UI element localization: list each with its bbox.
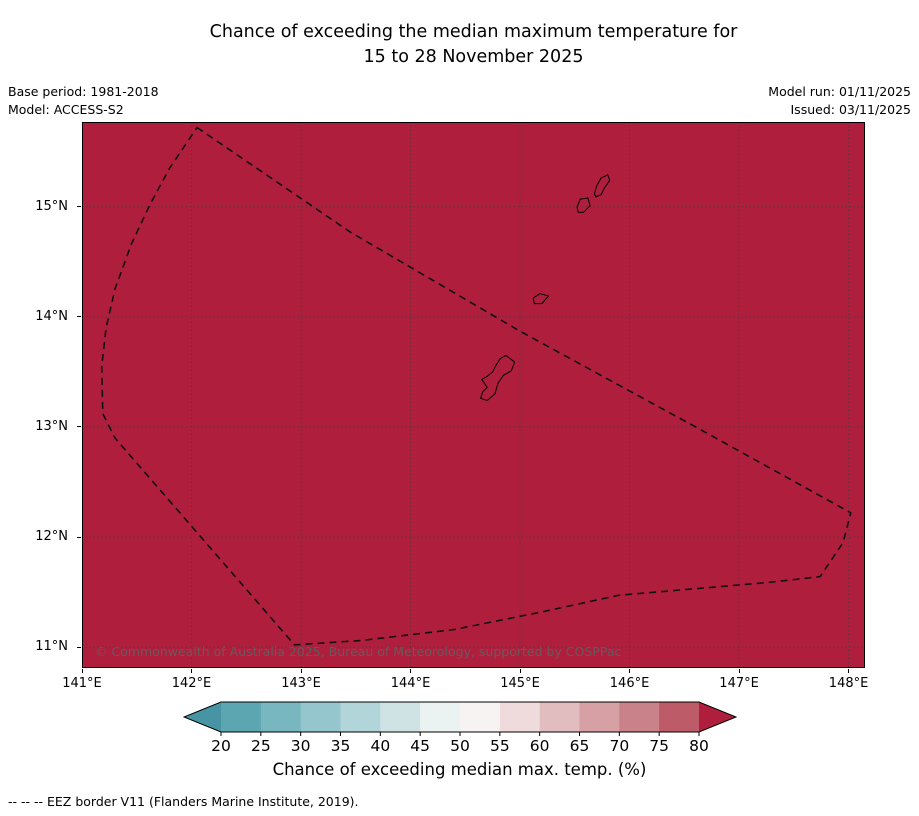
x-tick-mark (81, 669, 83, 673)
colorbar-segment (539, 702, 581, 732)
colorbar-tick-label: 45 (410, 737, 430, 755)
y-tick-label: 15°N (35, 198, 68, 214)
colorbar-segment (619, 702, 660, 732)
x-tick-mark (629, 669, 631, 673)
y-tick-label: 13°N (35, 418, 68, 434)
x-tick-mark (191, 669, 192, 673)
y-tick-mark (77, 646, 81, 648)
x-tick-label: 142°E (171, 676, 212, 691)
x-tick-mark (848, 669, 850, 673)
colorbar-left-arrow (184, 702, 221, 732)
x-tick-label: 145°E (500, 676, 540, 691)
map-overlay (82, 122, 865, 668)
y-tick-mark (77, 316, 81, 318)
map-frame (82, 122, 865, 668)
x-tick-label: 148°E (828, 676, 869, 691)
page-subtitle: 15 to 28 November 2025 (363, 47, 584, 67)
colorbar-segment (460, 702, 501, 732)
page-title: Chance of exceeding the median maximum t… (209, 22, 738, 42)
colorbar-segment (260, 702, 302, 732)
model-text: Model: ACCESS-S2 (8, 102, 124, 117)
colorbar-svg: 20 25 30 35 40 45 50 55 60 65 70 75 80 (182, 701, 738, 755)
model-info-block: Base period: 1981-2018 Model: ACCESS-S2 (8, 83, 159, 119)
colorbar-tick-label: 35 (331, 737, 351, 755)
y-tick-mark (77, 206, 81, 208)
colorbar-tick-label: 60 (530, 737, 550, 755)
x-tick-label: 147°E (719, 676, 759, 691)
colorbar-segment (579, 702, 620, 732)
model-run-text: Model run: 01/11/2025 (768, 84, 911, 99)
colorbar-tick-label: 25 (251, 737, 271, 755)
x-tick-label: 146°E (609, 676, 650, 691)
colorbar-tick-label: 30 (291, 737, 311, 755)
y-tick-mark (77, 426, 81, 428)
colorbar: 20 25 30 35 40 45 50 55 60 65 70 75 80 (182, 701, 738, 757)
x-tick-label: 143°E (281, 676, 321, 691)
copyright-text: © Commonwealth of Australia 2025, Bureau… (95, 644, 622, 659)
colorbar-segment (659, 702, 700, 732)
colorbar-segment (420, 702, 461, 732)
y-tick-label: 11°N (35, 639, 68, 655)
forecast-map: © Commonwealth of Australia 2025, Bureau… (82, 122, 865, 668)
eez-border-line (100, 126, 852, 646)
issued-text: Issued: 03/11/2025 (790, 102, 912, 117)
colorbar-tick-label: 40 (370, 737, 390, 755)
run-info-block: Model run: 01/11/2025 Issued: 03/11/2025 (768, 83, 911, 119)
y-tick-label: 14°N (35, 308, 68, 324)
colorbar-tick-label: 20 (211, 737, 231, 755)
y-tick-mark (77, 536, 81, 538)
x-tick-mark (410, 669, 412, 673)
colorbar-segment (380, 702, 421, 732)
colorbar-tick-label: 75 (649, 737, 669, 755)
island-outline-guam (480, 354, 516, 401)
x-tick-mark (300, 669, 302, 673)
colorbar-segment (499, 702, 541, 732)
colorbar-segment (340, 702, 381, 732)
island-outline-rota (532, 293, 549, 305)
x-tick-label: 144°E (390, 676, 431, 691)
y-tick-label: 12°N (35, 529, 68, 544)
colorbar-tick-label: 70 (609, 737, 629, 755)
eez-legend-note: -- -- -- EEZ border V11 (Flanders Marine… (8, 794, 359, 809)
island-outline-tinian (576, 197, 591, 213)
base-period-text: Base period: 1981-2018 (8, 84, 159, 99)
colorbar-right-arrow (699, 702, 736, 732)
colorbar-tick-label: 65 (570, 737, 590, 755)
colorbar-label: Chance of exceeding median max. temp. (%… (272, 760, 647, 779)
colorbar-segment (300, 702, 342, 732)
colorbar-tick-label: 80 (689, 737, 709, 755)
x-tick-label: 141°E (62, 676, 102, 691)
x-tick-mark (738, 669, 740, 673)
island-outline-saipan (594, 174, 611, 198)
x-tick-mark (519, 669, 521, 673)
colorbar-segment (221, 702, 262, 732)
colorbar-tick-label: 50 (450, 737, 470, 755)
colorbar-tick-label: 55 (490, 737, 510, 755)
